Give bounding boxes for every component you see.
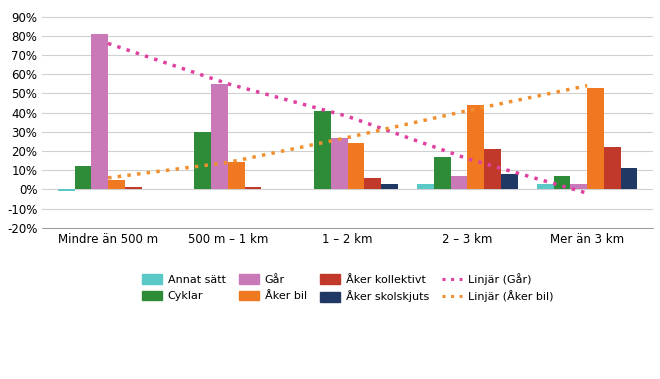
Bar [501,174,517,190]
Bar [417,183,434,190]
Bar [348,143,364,190]
Bar [587,88,604,190]
Linjär (Åker bil) [544,91,552,96]
Linjär (Går) [196,72,204,77]
Linjär (Åker bil) [351,134,359,138]
Bar [451,176,467,190]
Bar [434,157,451,190]
Bar [381,183,398,190]
Bar [245,188,261,190]
Line: Linjär (Går): Linjär (Går) [108,44,587,193]
Legend: Annat sätt, Cyklar, Går, Åker bil, Åker kollektivt, Åker skolskjuts, Linjär (Går: Annat sätt, Cyklar, Går, Åker bil, Åker … [142,273,553,302]
Linjär (Åker bil) [389,125,397,130]
Linjär (Går) [351,117,359,121]
Bar [314,111,331,190]
Linjär (Åker bil) [196,164,204,168]
Bar [108,180,125,190]
Linjär (Åker bil) [104,175,112,180]
Bar [331,138,348,190]
Line: Linjär (Åker bil): Linjär (Åker bil) [108,86,587,178]
Bar [364,178,381,190]
Linjär (Går) [559,184,567,188]
Bar [554,176,570,190]
Bar [58,190,75,191]
Linjär (Går) [583,191,591,196]
Bar [228,163,245,190]
Bar [125,188,142,190]
Linjär (Går) [215,78,223,83]
Bar [194,132,211,190]
Bar [484,149,501,190]
Bar [91,34,108,190]
Linjär (Åker bil) [559,88,567,93]
Bar [75,166,91,190]
Bar [467,105,484,190]
Bar [211,84,228,190]
Linjär (Går) [544,180,552,184]
Linjär (Åker bil) [215,161,223,166]
Linjär (Åker bil) [583,83,591,88]
Bar [570,183,587,190]
Linjär (Går) [104,41,112,46]
Linjär (Går) [389,130,397,135]
Bar [537,183,554,190]
Bar [604,147,620,190]
Bar [620,168,638,190]
